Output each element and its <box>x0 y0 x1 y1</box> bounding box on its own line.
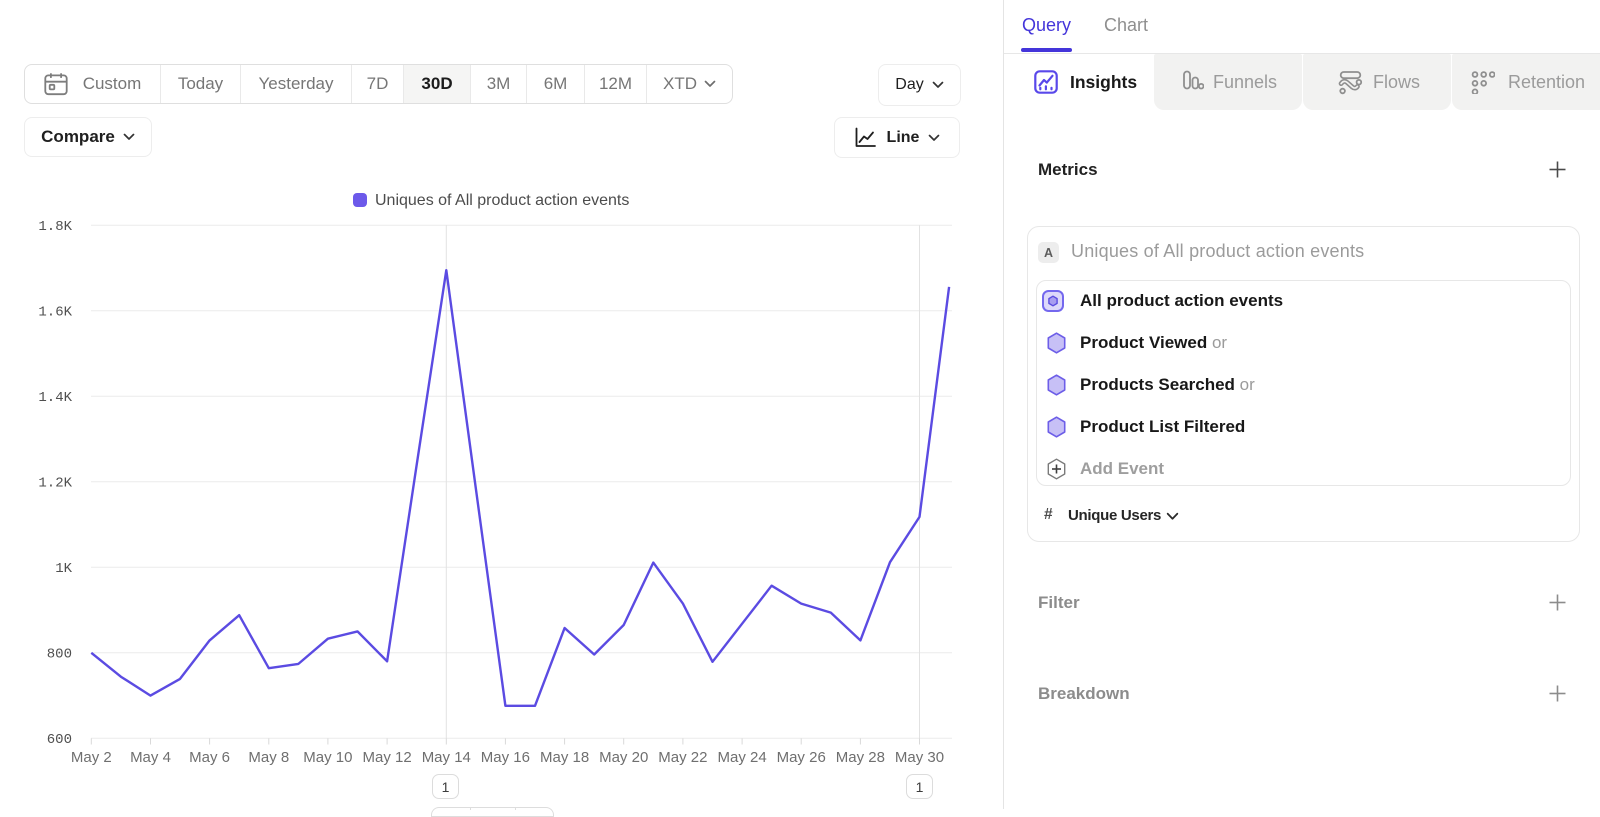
svg-text:May 4: May 4 <box>130 749 171 766</box>
svg-text:600: 600 <box>47 732 72 748</box>
svg-text:May 6: May 6 <box>189 749 230 766</box>
svg-text:May 24: May 24 <box>717 749 766 766</box>
svg-text:May 30: May 30 <box>895 749 944 766</box>
svg-text:May 2: May 2 <box>71 749 112 766</box>
svg-text:1.2K: 1.2K <box>38 476 72 492</box>
svg-text:1K: 1K <box>55 561 72 577</box>
svg-text:May 12: May 12 <box>362 749 411 766</box>
svg-text:1.8K: 1.8K <box>38 219 72 235</box>
svg-text:800: 800 <box>47 647 72 663</box>
svg-text:May 20: May 20 <box>599 749 648 766</box>
svg-text:1.6K: 1.6K <box>38 305 72 321</box>
svg-text:May 8: May 8 <box>248 749 289 766</box>
svg-text:May 10: May 10 <box>303 749 352 766</box>
svg-text:May 14: May 14 <box>422 749 471 766</box>
svg-text:May 16: May 16 <box>481 749 530 766</box>
svg-text:May 22: May 22 <box>658 749 707 766</box>
svg-text:May 28: May 28 <box>836 749 885 766</box>
svg-text:May 18: May 18 <box>540 749 589 766</box>
svg-text:1.4K: 1.4K <box>38 390 72 406</box>
svg-text:May 26: May 26 <box>777 749 826 766</box>
